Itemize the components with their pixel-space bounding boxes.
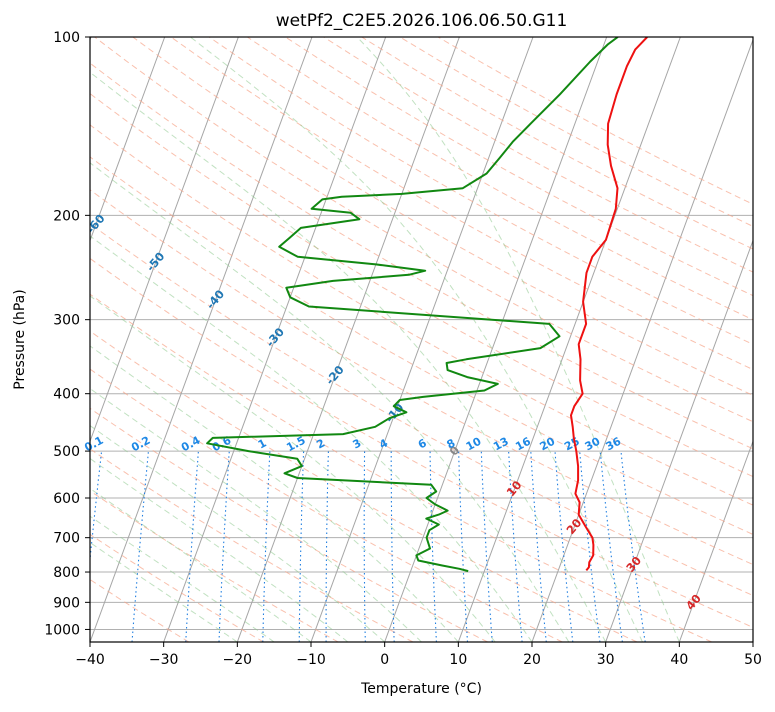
mixing-ratio-label: 4: [377, 436, 390, 451]
x-tick-label: 50: [744, 652, 762, 668]
dry-adiabat: [0, 37, 413, 642]
mixing-ratio-line: [364, 451, 365, 642]
background-lines: [0, 37, 775, 642]
x-axis: −40 −30 −20 −10 0 10 20 30 40 50: [75, 642, 762, 668]
y-tick-label: 700: [53, 531, 80, 547]
x-tick-label: 20: [523, 652, 541, 668]
mixing-ratio-line: [219, 451, 229, 642]
moist-adiabat: [0, 37, 495, 642]
mixing-ratio-line: [299, 451, 303, 642]
dry-adiabat: [0, 37, 712, 642]
x-tick-label: 40: [670, 652, 688, 668]
mixing-ratio-label: 25: [562, 435, 582, 454]
mixing-ratio-label: 10: [464, 435, 484, 454]
dry-adiabat: [0, 37, 189, 642]
data-lines: [207, 37, 647, 571]
x-tick-label: 10: [449, 652, 467, 668]
chart-title: wetPf2_C2E5.2026.106.06.50.G11: [276, 11, 568, 31]
mixing-ratio-label: 30: [583, 435, 603, 454]
mixing-ratio-label: 20: [538, 435, 558, 454]
isotherm-label: -70: [24, 174, 48, 199]
mixing-ratio-line: [481, 451, 492, 642]
dry-adiabat: [285, 37, 775, 642]
x-tick-label: −20: [223, 652, 253, 668]
isotherm-label: -50: [143, 249, 167, 274]
isotherm-line: [458, 37, 680, 642]
isotherm-line: [679, 37, 775, 642]
dry-adiabat: [0, 37, 488, 642]
mixing-ratio-line: [459, 451, 468, 642]
mixing-ratio-label: 1: [256, 436, 269, 451]
x-tick-label: −10: [296, 652, 326, 668]
isotherm-line: [311, 37, 533, 642]
x-tick-label: 0: [380, 652, 389, 668]
isotherm-line: [532, 37, 754, 642]
dry-adiabat: [400, 37, 775, 642]
mixing-ratio-line: [621, 451, 645, 642]
x-axis-label: Temperature (°C): [360, 681, 482, 697]
isotherm-line: [16, 37, 238, 642]
isotherm-label: -20: [323, 363, 347, 388]
dry-adiabat: [324, 37, 775, 642]
x-tick-label: −30: [149, 652, 179, 668]
y-tick-label: 300: [53, 313, 80, 329]
mixing-ratio-label: 36: [604, 435, 624, 454]
mixing-ratio-label: 16: [513, 435, 533, 454]
mixing-ratio-label: 3: [351, 436, 364, 451]
mixing-ratio-line: [186, 451, 199, 642]
isotherm-line: [385, 37, 607, 642]
moist-adiabat: [0, 37, 348, 642]
moist-adiabat: [0, 37, 422, 642]
isotherm-label: 40: [683, 591, 704, 612]
mixing-ratio-label: 2: [314, 436, 327, 451]
y-tick-label: 800: [53, 565, 80, 581]
x-tick-label: −40: [75, 652, 105, 668]
y-tick-label: 200: [53, 208, 80, 224]
moist-adiabat: [0, 37, 274, 642]
y-tick-label: 600: [53, 491, 80, 507]
isotherm-label: 10: [504, 478, 525, 499]
mixing-ratio-line: [531, 451, 547, 642]
y-tick-label: 500: [53, 444, 80, 460]
y-axis-label: Pressure (hPa): [12, 289, 28, 389]
isotherm-line: [606, 37, 775, 642]
mixing-ratio-line: [82, 451, 102, 642]
isotherm-label: -30: [263, 325, 287, 350]
moist-adiabat: [0, 37, 569, 642]
y-axis: 100 200 300 400 500 600 700 800 900 1000: [44, 30, 90, 638]
mixing-ratio-line: [132, 451, 148, 642]
temperature-line: [571, 37, 647, 570]
isotherm-line: [753, 37, 775, 642]
y-tick-label: 900: [53, 595, 80, 611]
isotherm-label: -40: [203, 287, 227, 312]
mixing-ratio-label: 6: [416, 436, 429, 451]
dry-adiabat: [0, 37, 338, 642]
mixing-ratio-label: 13: [491, 435, 511, 454]
y-tick-label: 100: [53, 30, 80, 46]
x-tick-label: 30: [597, 652, 615, 668]
y-tick-label: 400: [53, 387, 80, 403]
y-tick-label: 1000: [44, 622, 80, 638]
moist-adiabat: [357, 37, 679, 642]
moist-adiabat: [0, 37, 237, 642]
